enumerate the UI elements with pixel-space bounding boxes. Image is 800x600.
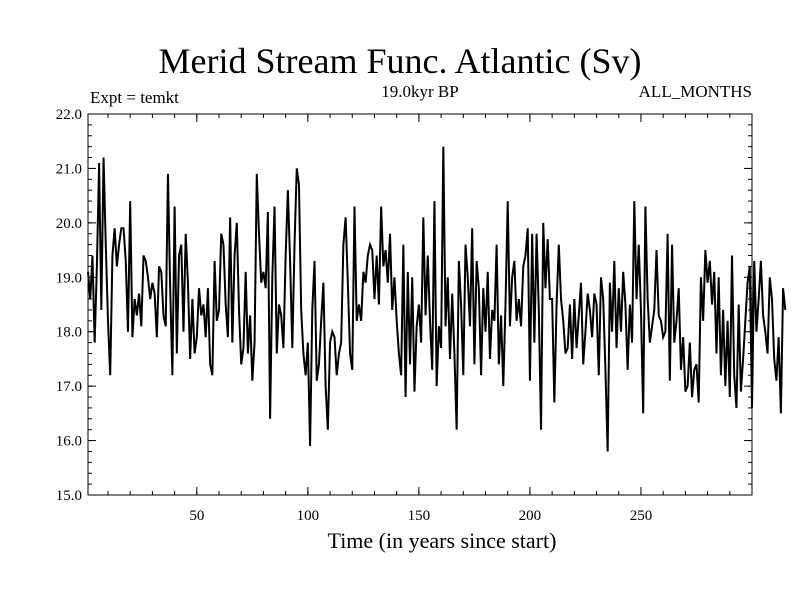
months-label: ALL_MONTHS [638,82,752,101]
x-tick-label: 150 [408,508,431,524]
period-label: 19.0kyr BP [381,82,459,101]
plot-frame [87,113,753,496]
x-axis-label: Time (in years since start) [327,528,557,553]
x-tick-label: 100 [297,508,320,524]
tick-labels-layer: 15.0 16.0 17.0 18.0 19.0 20.0 21.0 22.0 50 100 150… [56,107,652,524]
x-tick-label: 250 [630,508,653,524]
experiment-label: Expt = temkt [90,88,179,107]
y-tick-label: 17.0 [56,379,82,395]
x-tick-label: 50 [189,508,204,524]
y-tick-label: 15.0 [56,488,82,504]
y-tick-label: 18.0 [56,325,82,341]
y-tick-label: 21.0 [56,161,82,177]
y-tick-label: 22.0 [56,107,82,123]
y-tick-label: 16.0 [56,434,82,450]
chart-title: Merid Stream Func. Atlantic (Sv) [158,41,642,81]
x-tick-label: 200 [519,508,542,524]
y-tick-label: 20.0 [56,216,82,232]
y-tick-label: 19.0 [56,270,82,286]
series-line [87,146,787,452]
